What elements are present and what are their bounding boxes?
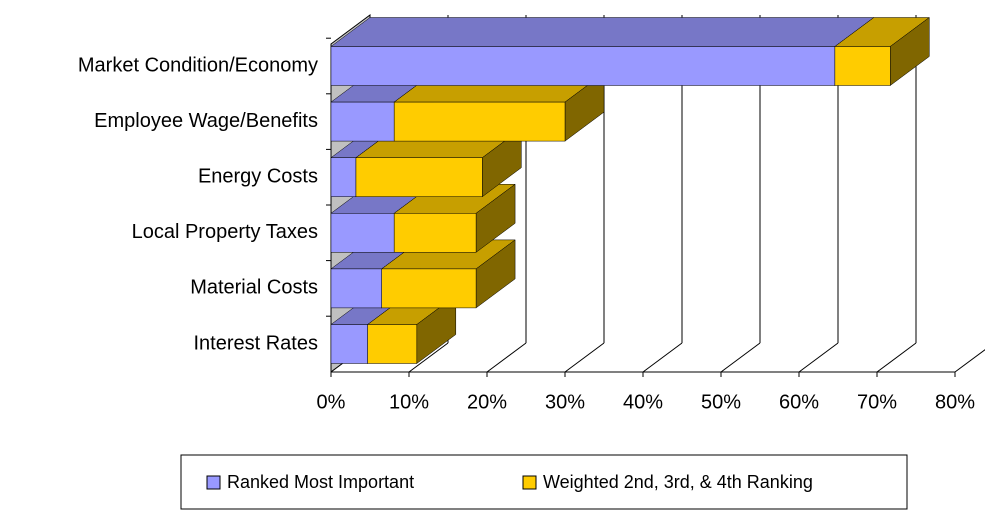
bar bbox=[393, 101, 566, 142]
floor-grid-line bbox=[642, 342, 683, 373]
y-tick-label: Energy Costs bbox=[198, 165, 318, 187]
floor bbox=[331, 343, 985, 372]
bars bbox=[330, 17, 931, 364]
y-tick-label: Material Costs bbox=[190, 277, 318, 299]
legend-label: Ranked Most Important bbox=[227, 472, 414, 492]
legend-swatch bbox=[206, 475, 221, 490]
labels: 0% 10% 20% 30% 40% 50% 60% 70% 80% Interest Rates… bbox=[78, 54, 975, 413]
y-tick-label: Interest Rates bbox=[193, 332, 318, 354]
bar bbox=[330, 157, 357, 197]
floor-grid-line bbox=[564, 342, 605, 373]
x-tick-label: 20% bbox=[467, 391, 507, 413]
bar bbox=[834, 46, 891, 86]
y-tick-label: Market Condition/Economy bbox=[78, 54, 318, 76]
legend-label: Weighted 2nd, 3rd, & 4th Ranking bbox=[543, 472, 813, 492]
floor-grid-line bbox=[408, 342, 449, 373]
legend-swatch bbox=[522, 475, 537, 490]
x-tick-label: 70% bbox=[857, 391, 897, 413]
floor-grid-line bbox=[486, 342, 527, 373]
x-tick-label: 30% bbox=[545, 391, 585, 413]
floor-grid-line bbox=[798, 342, 839, 373]
bar bbox=[355, 157, 483, 197]
floor-grid-line bbox=[876, 342, 917, 373]
bar bbox=[330, 324, 368, 364]
bar bbox=[330, 213, 395, 253]
bar-top bbox=[330, 17, 875, 47]
x-tick-label: 80% bbox=[935, 391, 975, 413]
legend: Ranked Most Important Weighted 2nd, 3rd, … bbox=[180, 454, 908, 510]
bar bbox=[367, 324, 418, 364]
legend-box bbox=[180, 454, 908, 510]
x-tick-label: 10% bbox=[389, 391, 429, 413]
x-tick-label: 0% bbox=[317, 391, 346, 413]
x-tick-label: 60% bbox=[779, 391, 819, 413]
bar bbox=[381, 268, 477, 309]
bar bbox=[330, 268, 382, 309]
floor-grid-line bbox=[954, 349, 985, 373]
y-tick-label: Local Property Taxes bbox=[132, 221, 318, 243]
floor-grid-line bbox=[720, 342, 761, 373]
x-tick-label: 40% bbox=[623, 391, 663, 413]
bar bbox=[330, 101, 395, 142]
bar bbox=[330, 46, 836, 86]
x-tick-label: 50% bbox=[701, 391, 741, 413]
y-tick-label: Employee Wage/Benefits bbox=[94, 110, 318, 132]
bar bbox=[393, 213, 477, 253]
